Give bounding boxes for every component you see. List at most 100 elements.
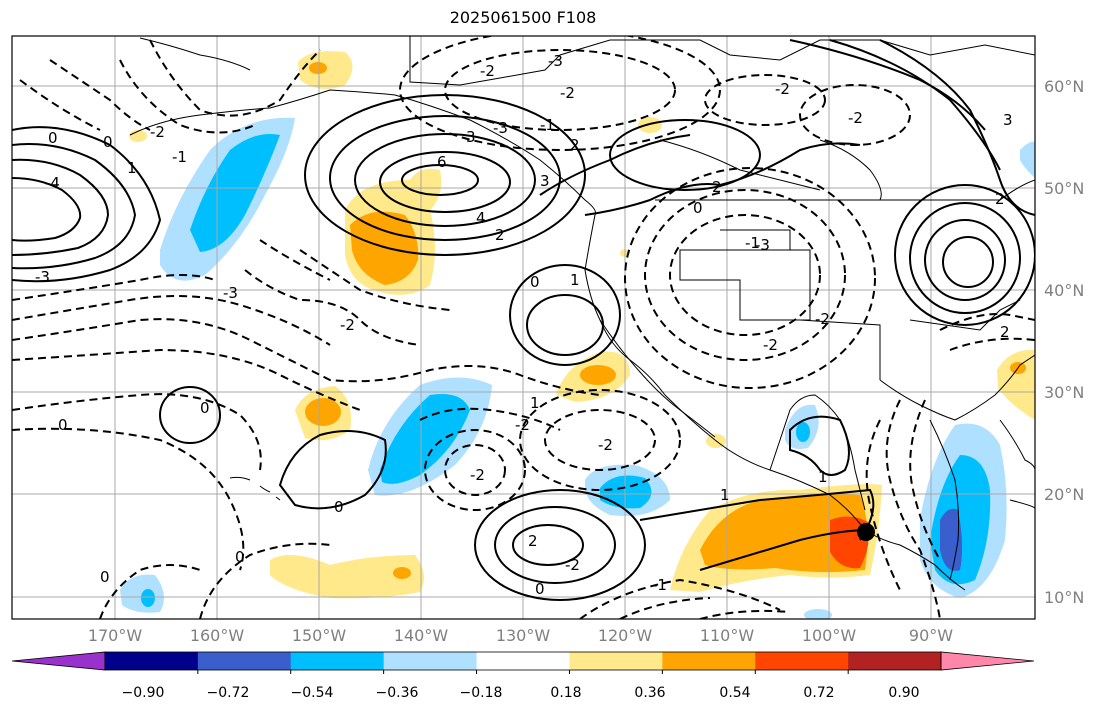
colorbar-tick-label: −0.72	[207, 685, 250, 701]
contour-label: -2	[515, 416, 530, 434]
colorbar-swatch	[197, 652, 292, 670]
contour-label: 0	[235, 548, 245, 566]
cold-shade	[796, 422, 810, 442]
contour-label: 4	[476, 209, 486, 227]
warm-shade	[270, 555, 424, 599]
contour-label: 3	[1003, 111, 1013, 129]
colorbar-tick-label: −0.90	[122, 685, 165, 701]
contour-label: 2	[570, 136, 580, 154]
colorbar-swatch	[662, 652, 756, 670]
contour-label: 2	[495, 226, 505, 244]
contour-label: 1	[570, 271, 580, 289]
contour-label: -2	[470, 466, 485, 484]
colorbar-swatch	[476, 652, 570, 670]
lon-label: 110°W	[700, 626, 755, 645]
cold-shade	[1020, 141, 1035, 178]
contour-label: -1	[172, 148, 187, 166]
warm-shade	[638, 117, 662, 133]
location-marker	[857, 523, 875, 541]
lat-label: 60°N	[1044, 77, 1084, 96]
cold-shade	[190, 134, 280, 252]
colorbar-tick-label: −0.54	[291, 685, 334, 701]
contour-label: 0	[693, 199, 703, 217]
colorbar-swatch	[569, 652, 663, 670]
contour-label: 0	[100, 568, 110, 586]
latitude-labels: 60°N 50°N 40°N 30°N 20°N 10°N	[1044, 77, 1084, 607]
colorbar-extension-low	[11, 651, 106, 671]
warm-shade	[700, 494, 868, 573]
contour-label: -3	[35, 268, 50, 286]
contour-label: 2	[712, 178, 722, 196]
contour-label: 0	[48, 129, 58, 147]
cold-shade	[804, 609, 832, 619]
contour-label: -2	[775, 80, 790, 98]
contour-label: 0	[530, 273, 540, 291]
lon-label: 130°W	[496, 626, 551, 645]
lon-label: 90°W	[909, 626, 953, 645]
map-title: 2025061500 F108	[449, 8, 597, 27]
contour-label: 0	[103, 133, 113, 151]
longitude-labels: 170°W 160°W 150°W 140°W 130°W 120°W 110°…	[88, 626, 953, 645]
colorbar-frame	[104, 651, 942, 671]
cold-shade	[141, 589, 155, 607]
lat-label: 50°N	[1044, 179, 1084, 198]
colorbar-swatch	[848, 652, 942, 670]
contour-label: -2	[150, 123, 165, 141]
colorbar-swatch	[383, 652, 478, 670]
warm-shade	[580, 365, 616, 385]
lat-label: 30°N	[1044, 383, 1084, 402]
contour-label: 0	[58, 416, 68, 434]
colorbar-tick-label: 0.72	[803, 685, 834, 701]
contour-label: -1	[540, 116, 555, 134]
lat-label: 40°N	[1044, 281, 1084, 300]
warm-shade	[350, 211, 419, 285]
contour-label: -2	[815, 310, 830, 328]
contours-solid	[12, 39, 1035, 601]
contour-label: -2	[763, 336, 778, 354]
contour-label: 0	[535, 580, 545, 598]
contour-label: 1	[530, 394, 540, 412]
contour-label: -2	[598, 436, 613, 454]
contour-label: -3	[548, 52, 563, 70]
contour-label: 3	[466, 128, 476, 146]
colorbar-tick-label: −0.18	[460, 685, 503, 701]
lat-label: 10°N	[1044, 588, 1084, 607]
contour-label: -2	[340, 316, 355, 334]
contour-labels: -3 -2 -2 -2 -2 -1 0 0 -2 -1 1 -4 3 6 4 2…	[35, 52, 1013, 598]
contour-label: -2	[560, 84, 575, 102]
colorbar-swatch	[755, 652, 849, 670]
lon-label: 160°W	[190, 626, 245, 645]
colorbar-ticks: −0.90 −0.72 −0.54 −0.36 −0.18 0.18 0.36 …	[122, 685, 920, 701]
contour-label: 0	[200, 399, 210, 417]
contour-label: -3	[755, 236, 770, 254]
colorbar-tick-label: 0.90	[888, 685, 919, 701]
colorbar-swatch	[290, 652, 385, 670]
contour-label: 1	[127, 159, 137, 177]
contours-dashed	[12, 36, 1035, 619]
contour-label: -1	[745, 234, 760, 252]
contour-label: 2	[528, 532, 538, 550]
cold-shade	[600, 475, 652, 509]
cold-shade	[940, 508, 963, 571]
contour-label: 6	[437, 153, 447, 171]
contour-label: -4	[45, 174, 60, 192]
warm-shade	[309, 62, 327, 74]
contour-label: -2	[848, 109, 863, 127]
cold-shade	[380, 394, 470, 484]
map-frame	[11, 35, 1036, 620]
lon-label: 150°W	[292, 626, 347, 645]
colorbar-extension-high	[940, 651, 1035, 671]
contour-label: -2	[565, 556, 580, 574]
contour-label: -1	[652, 576, 667, 594]
colorbar-tick-label: 0.36	[634, 685, 665, 701]
contour-label: 1	[720, 486, 730, 504]
warm-shade	[393, 567, 411, 579]
colorbar-swatch	[104, 652, 199, 670]
lat-label: 20°N	[1044, 485, 1084, 504]
contour-label: -2	[480, 62, 495, 80]
colorbar: −0.90 −0.72 −0.54 −0.36 −0.18 0.18 0.36 …	[11, 651, 1035, 701]
contour-label: 2	[1000, 323, 1010, 341]
contour-label: -3	[223, 284, 238, 302]
contour-label: 3	[540, 172, 550, 190]
